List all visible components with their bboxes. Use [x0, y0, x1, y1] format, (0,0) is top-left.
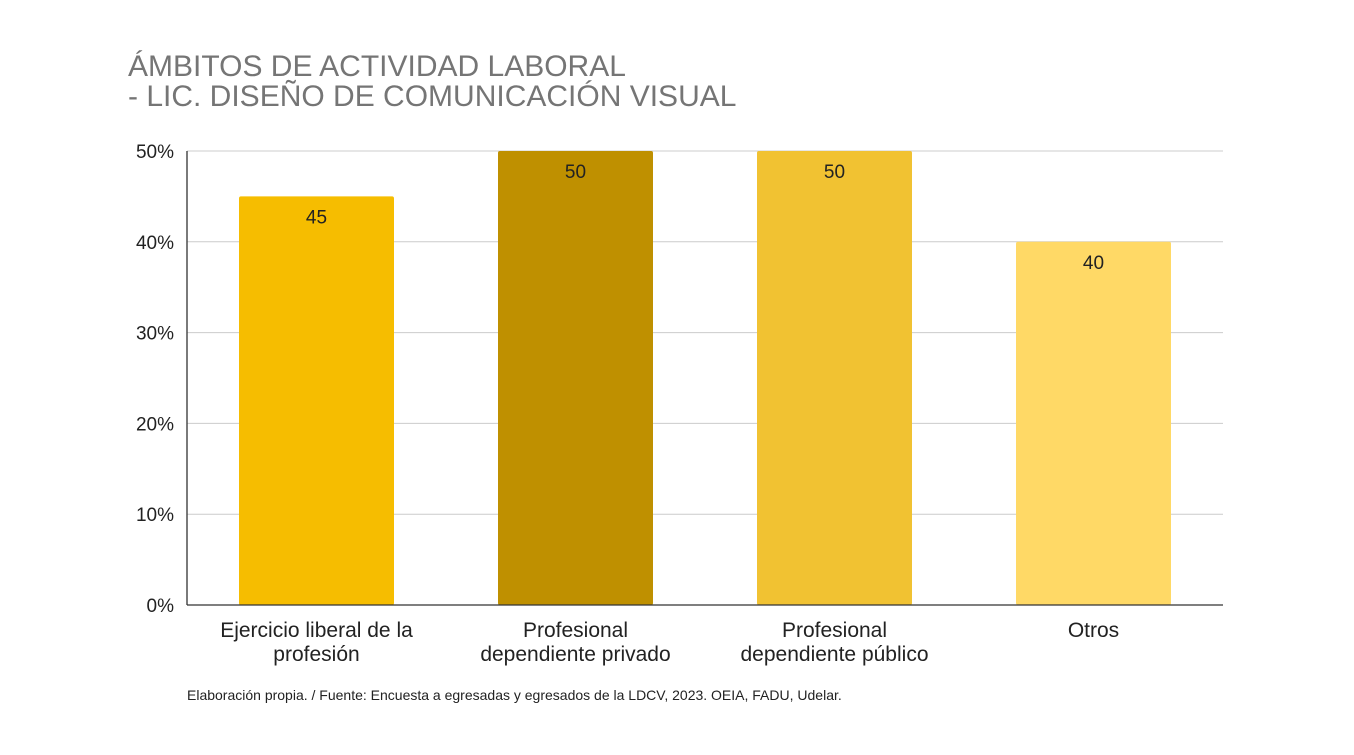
y-tick-label: 0%: [147, 596, 175, 617]
x-category-label-line: Profesional: [782, 619, 887, 642]
data-labels: 45 50 50 40: [306, 162, 1104, 274]
x-category-label-line: Otros: [1068, 619, 1119, 642]
x-category-label-line: Ejercicio liberal de la: [220, 619, 413, 642]
x-category-labels: Ejercicio liberal de la profesión Profesio…: [220, 619, 1119, 666]
x-category-label: Ejercicio liberal de la profesión: [220, 619, 413, 666]
x-category-label: Profesional dependiente privado: [480, 619, 670, 666]
data-label: 50: [824, 162, 845, 183]
bar: [1016, 241, 1171, 606]
x-category-label: Otros: [1068, 619, 1119, 642]
x-category-label-line: dependiente público: [741, 643, 929, 666]
x-category-label: Profesional dependiente público: [741, 619, 929, 666]
data-label: 45: [306, 207, 327, 228]
bar: [757, 151, 912, 605]
data-label: 50: [565, 162, 586, 183]
source-footnote: Elaboración propia. / Fuente: Encuesta a…: [187, 687, 842, 703]
y-tick-label: 30%: [136, 324, 174, 345]
chart-title-line-2: - LIC. DISEÑO DE COMUNICACIÓN VISUAL: [128, 80, 737, 113]
axes: [186, 151, 1223, 606]
x-category-label-line: profesión: [273, 643, 359, 666]
y-tick-label: 20%: [136, 414, 174, 435]
x-category-label-line: Profesional: [523, 619, 628, 642]
bar: [498, 151, 653, 605]
y-tick-label: 50%: [136, 142, 174, 163]
data-label: 40: [1083, 253, 1104, 274]
y-tick-labels: 0% 10% 20% 30% 40% 50%: [136, 142, 174, 617]
y-tick-label: 40%: [136, 233, 174, 254]
chart-title: ÁMBITOS DE ACTIVIDAD LABORAL - LIC. DISE…: [128, 52, 736, 112]
y-tick-label: 10%: [136, 505, 174, 526]
bar: [239, 196, 394, 605]
chart-title-line-1: ÁMBITOS DE ACTIVIDAD LABORAL: [128, 50, 626, 83]
x-category-label-line: dependiente privado: [480, 643, 670, 666]
bars: [239, 151, 1171, 606]
